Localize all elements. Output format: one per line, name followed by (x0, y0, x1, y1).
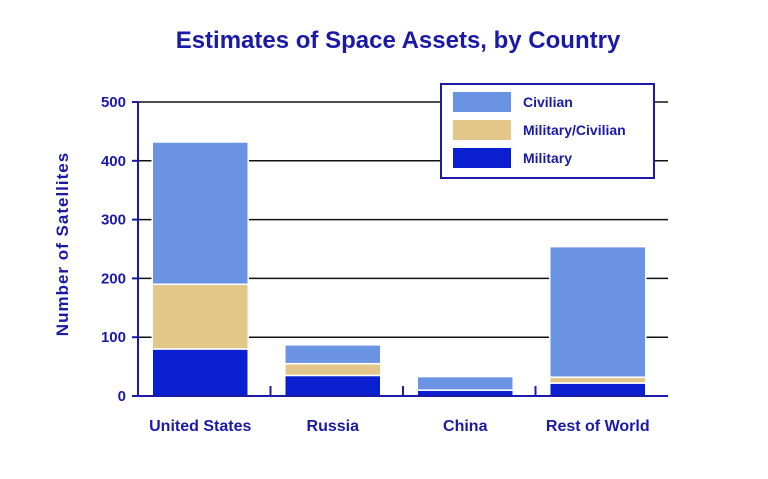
bar-segment (151, 141, 249, 286)
y-tick-label: 0 (118, 388, 126, 405)
legend: Civilian Military/Civilian Military (440, 83, 655, 179)
bar-segment (549, 245, 647, 378)
bar-segment (549, 382, 647, 397)
bar-segment (416, 375, 514, 391)
legend-label: Military (523, 150, 572, 166)
legend-swatch (453, 92, 511, 112)
y-tick-label: 200 (101, 270, 126, 287)
category-label: China (443, 418, 488, 435)
bar-segment (284, 344, 382, 365)
chart-title: Estimates of Space Assets, by Country (176, 27, 621, 54)
category-label: Rest of World (546, 418, 650, 435)
legend-swatch (453, 148, 511, 168)
category-label: United States (149, 418, 251, 435)
bar-segment (284, 374, 382, 397)
legend-label: Civilian (523, 94, 573, 110)
y-tick-label: 100 (101, 329, 126, 346)
legend-label: Military/Civilian (523, 122, 626, 138)
y-tick-label: 500 (101, 94, 126, 111)
legend-swatch (453, 120, 511, 140)
y-tick-label: 300 (101, 212, 126, 229)
bar-segment (151, 348, 249, 397)
y-tick-label: 400 (101, 153, 126, 170)
bar-segment (549, 376, 647, 384)
y-axis-label: Number of Satellites (53, 152, 72, 336)
bar-segment (151, 283, 249, 350)
bar-segment (284, 362, 382, 377)
category-label: Russia (307, 418, 360, 435)
